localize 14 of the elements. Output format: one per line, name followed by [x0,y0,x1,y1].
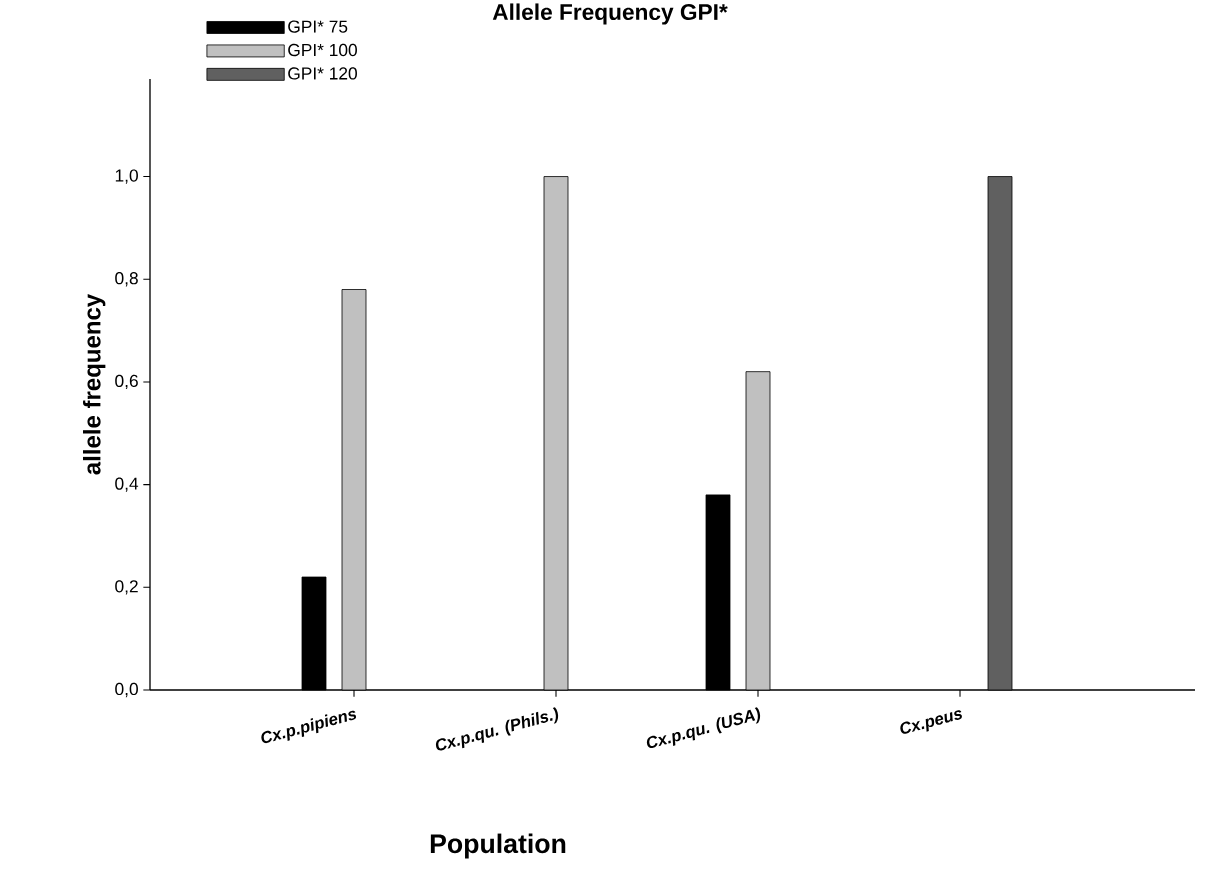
x-tick-label: Cx.peus [900,710,962,734]
legend-label: GPI* 100 [288,43,357,57]
y-tick-label: 0,6 [115,374,138,390]
x-axis-title: Population [430,833,566,859]
chart-title: Allele Frequency GPI* [492,3,728,25]
legend-label: GPI* 75 [288,20,348,33]
legend-label: GPI* 120 [288,67,357,80]
y-axis-title: allele frequency [82,293,106,475]
x-tick-label: Cx.p.qu. (USA) [646,707,761,749]
y-tick-label: 0,4 [115,477,139,492]
y-tick-label: 0,2 [115,580,138,595]
y-tick-label: 1,0 [115,169,138,184]
y-tick-label: 0,0 [115,682,138,698]
y-tick-label: 0,8 [115,272,138,287]
